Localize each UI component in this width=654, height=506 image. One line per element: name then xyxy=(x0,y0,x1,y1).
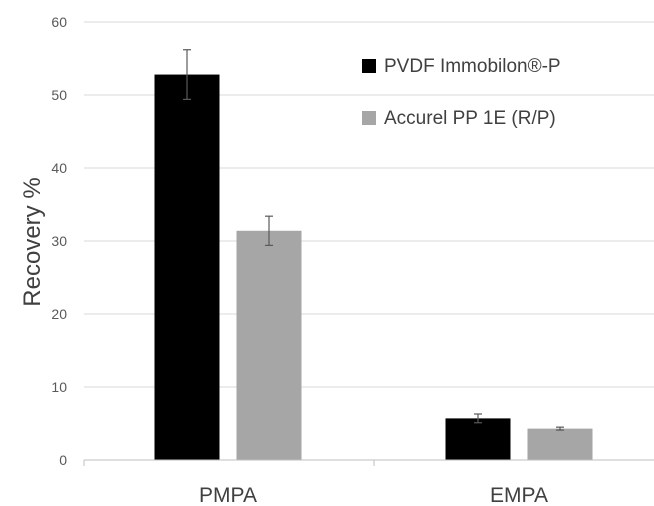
y-tick-label-10: 10 xyxy=(51,379,67,395)
x-category-labels: PMPA EMPA xyxy=(199,484,548,506)
y-tick-label-20: 20 xyxy=(51,306,67,322)
bar-empa-series-2 xyxy=(527,428,593,460)
bars xyxy=(154,74,593,460)
legend-swatch-series-2 xyxy=(362,111,376,125)
y-tick-label-30: 30 xyxy=(51,233,67,249)
legend: PVDF Immobilon®-P Accurel PP 1E (R/P) xyxy=(362,56,561,129)
y-axis-title: Recovery % xyxy=(19,177,46,306)
y-tick-label-50: 50 xyxy=(51,87,67,103)
legend-label-series-2: Accurel PP 1E (R/P) xyxy=(384,108,556,129)
legend-swatch-series-1 xyxy=(362,59,376,73)
bar-pmpa-series-2 xyxy=(236,230,302,460)
x-axis xyxy=(83,459,654,466)
y-tick-labels: 0 10 20 30 40 50 60 xyxy=(51,14,67,468)
x-category-label-pmpa: PMPA xyxy=(199,484,257,506)
y-tick-label-0: 0 xyxy=(59,452,67,468)
y-tick-label-40: 40 xyxy=(51,160,67,176)
bar-empa-series-1 xyxy=(445,418,511,460)
y-tick-label-60: 60 xyxy=(51,14,67,30)
bar-pmpa-series-1 xyxy=(154,74,220,460)
x-category-label-empa: EMPA xyxy=(490,484,548,506)
error-bars xyxy=(183,49,564,431)
legend-label-series-1: PVDF Immobilon®-P xyxy=(384,56,561,77)
